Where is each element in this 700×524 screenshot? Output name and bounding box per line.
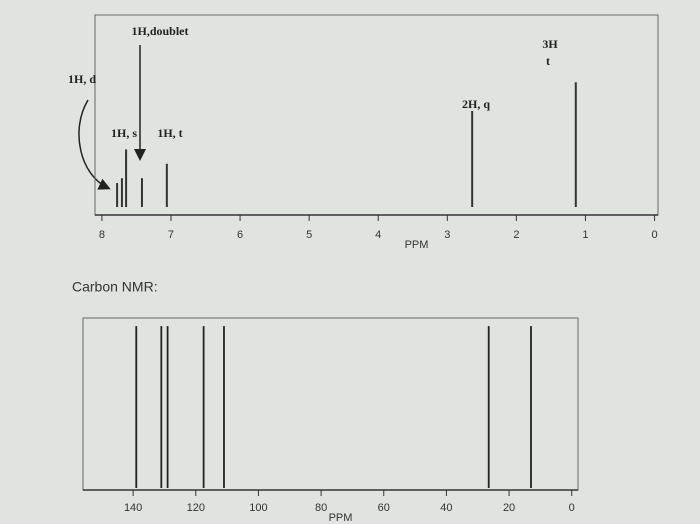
curved-arrow	[78, 99, 111, 190]
x-tick-label: 6	[237, 229, 243, 241]
x-tick-label: 2	[513, 229, 519, 241]
x-tick-label: 120	[187, 502, 205, 514]
annotation: 1H, t	[157, 126, 182, 140]
x-tick-label: 40	[440, 502, 452, 514]
x-tick-label: 140	[124, 502, 142, 514]
x-tick-label: 8	[99, 229, 105, 241]
x-tick-label: 3	[444, 229, 450, 241]
x-tick-label: 7	[168, 229, 174, 241]
x-tick-label: 60	[378, 502, 390, 514]
x-tick-label: 100	[249, 502, 267, 514]
annotation: t	[546, 54, 550, 68]
x-tick-label: 1	[582, 229, 588, 241]
x-axis-label: PPM	[405, 239, 429, 251]
x-tick-label: 4	[375, 229, 381, 241]
x-tick-label: 0	[569, 502, 575, 514]
annotation: 2H, q	[462, 97, 490, 111]
annotation: 3H	[542, 37, 558, 51]
annotation: 1H,doublet	[131, 24, 188, 38]
x-axis-label: PPM	[329, 512, 353, 524]
x-tick-label: 0	[651, 229, 657, 241]
x-tick-label: 20	[503, 502, 515, 514]
chart-title: Carbon NMR:	[72, 279, 158, 295]
x-tick-label: 5	[306, 229, 312, 241]
annotation: 1H, s	[111, 126, 137, 140]
annotation: 1H, d	[68, 72, 96, 86]
x-tick-label: 80	[315, 502, 327, 514]
